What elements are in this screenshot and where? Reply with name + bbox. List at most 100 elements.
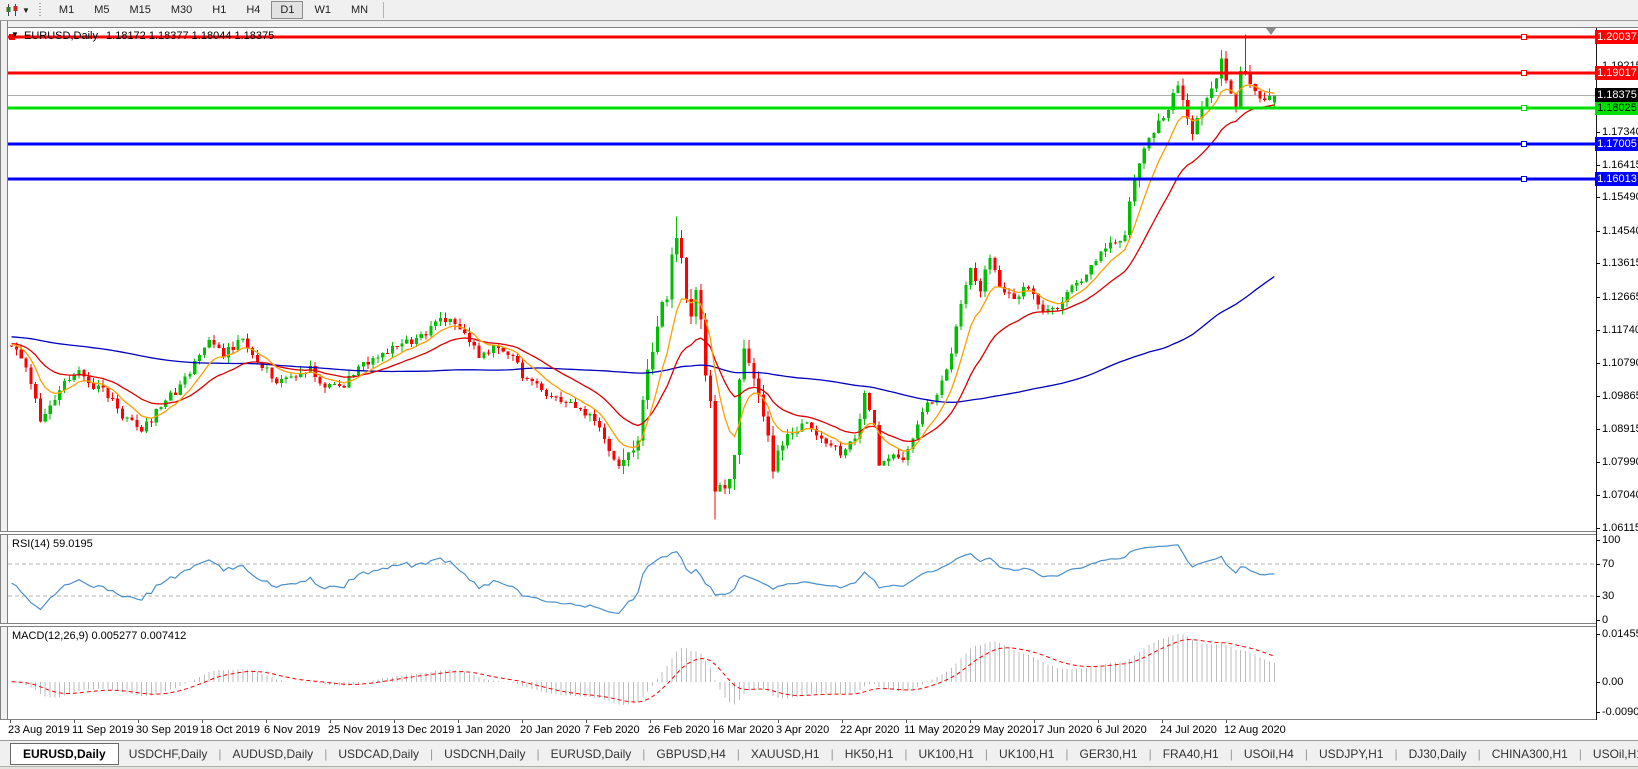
chart-tab-USOil-H4[interactable]: USOil,H4: [1243, 747, 1294, 761]
level-right-handle-1.16013[interactable]: [1521, 175, 1527, 182]
date-label-11: 16 Mar 2020: [712, 724, 774, 736]
axis-tick: [1596, 633, 1600, 635]
date-tick: [586, 720, 587, 723]
main-price-chart[interactable]: [8, 28, 1596, 531]
tab-separator: |: [984, 747, 989, 761]
date-tick: [906, 720, 907, 723]
timeframe-button-W1[interactable]: W1: [314, 4, 331, 16]
level-right-handle-1.18025[interactable]: [1521, 104, 1527, 111]
rsi-indicator-panel[interactable]: [8, 535, 1596, 623]
timeframe-button-M1[interactable]: M1: [58, 4, 75, 16]
chart-tab-AUDUSD-Daily[interactable]: AUDUSD,Daily: [232, 747, 314, 761]
chart-tab-bar: EURUSD,Daily USDCHF,Daily | AUDUSD,Daily | US…: [0, 742, 1638, 766]
date-label-8: 20 Jan 2020: [520, 724, 581, 736]
price-tick-1.08915: 1.08915: [1602, 423, 1638, 436]
axis-tick: [1596, 495, 1600, 497]
level-right-handle-1.17005[interactable]: [1521, 140, 1527, 147]
date-tick: [650, 720, 651, 723]
chart-tab-UK100-H1[interactable]: UK100,H1: [999, 747, 1055, 761]
date-label-3: 18 Oct 2019: [200, 724, 260, 736]
toolbar-separator: [383, 2, 385, 18]
chart-shift-marker-icon[interactable]: [1266, 28, 1276, 35]
date-tick: [1098, 720, 1099, 723]
level-right-handle-1.19017[interactable]: [1521, 69, 1527, 76]
chart-tab-XAUUSD-H1[interactable]: XAUUSD,H1: [750, 747, 820, 761]
date-label-1: 11 Sep 2019: [72, 724, 134, 736]
chart-top-frame: [0, 21, 1638, 28]
chart-tab-FRA40-H1[interactable]: FRA40,H1: [1162, 747, 1219, 761]
price-tick-1.09865: 1.09865: [1602, 389, 1638, 402]
date-tick: [970, 720, 971, 723]
level-price-box-1.19017: 1.19017: [1595, 65, 1638, 80]
rsi-label: RSI(14) 59.0195: [12, 538, 93, 550]
date-tick: [74, 720, 75, 723]
date-tick: [522, 720, 523, 723]
chart-tab-HK50-H1[interactable]: HK50,H1: [844, 747, 894, 761]
axis-tick: [1596, 527, 1600, 529]
toolbar-grip[interactable]: [37, 2, 43, 18]
timeframe-buttons: M1 M5 M15 M30 H1 H4 D1 W1 MN: [49, 1, 378, 19]
symbol-marker-icon: ▼: [11, 30, 19, 39]
price-tick-1.14540: 1.14540: [1602, 224, 1638, 237]
tabbar-groove: [0, 740, 1638, 742]
tab-separator: |: [904, 747, 908, 761]
timeframe-button-MN[interactable]: MN: [350, 4, 369, 16]
macd-tick--0.00900: -0.00900: [1602, 705, 1638, 718]
panel-separator[interactable]: [0, 623, 1638, 627]
candlestick-chart-icon[interactable]: [3, 2, 21, 18]
axis-tick: [1596, 564, 1600, 565]
chart-tab-UK100-H1[interactable]: UK100,H1: [918, 747, 974, 761]
chevron-down-icon[interactable]: ▼: [22, 5, 30, 15]
tab-separator: |: [218, 747, 222, 761]
level-right-handle-1.20037[interactable]: [1521, 33, 1527, 40]
timeframe-button-M15[interactable]: M15: [129, 4, 151, 16]
chart-symbol: EURUSD,Daily: [24, 30, 98, 42]
macd-histogram: [11, 633, 1275, 705]
timeframe-button-H1[interactable]: H1: [212, 4, 227, 16]
date-label-15: 29 May 2020: [968, 724, 1032, 736]
price-tick-1.10790: 1.10790: [1602, 357, 1638, 370]
timeframe-button-M30[interactable]: M30: [170, 4, 193, 16]
axis-tick: [1596, 132, 1600, 133]
chart-tab-CHINA300-H1[interactable]: CHINA300,H1: [1491, 747, 1568, 761]
timeframe-button-H4[interactable]: H4: [246, 4, 261, 16]
price-scale[interactable]: 1.192151.183151.173401.164151.154901.145…: [1595, 28, 1638, 720]
rsi-tick-70: 70: [1602, 558, 1615, 570]
chart-tab-USOil-H1[interactable]: USOil,H1: [1592, 747, 1638, 761]
chart-tab-EURUSD-Daily[interactable]: EURUSD,Daily: [10, 743, 119, 765]
date-tick: [1226, 720, 1227, 723]
date-tick: [202, 720, 203, 723]
level-left-handle-1.20037[interactable]: [9, 33, 15, 40]
timeframe-button-M5[interactable]: M5: [94, 4, 110, 16]
tab-separator: |: [736, 747, 740, 761]
panel-separator[interactable]: [0, 531, 1638, 535]
tab-separator: |: [1578, 747, 1582, 761]
axis-tick: [1596, 197, 1600, 199]
price-tick-1.15490: 1.15490: [1602, 191, 1638, 204]
timeframe-button-D1[interactable]: D1: [271, 1, 304, 19]
date-tick: [138, 720, 139, 723]
chart-tab-GBPUSD-H4[interactable]: GBPUSD,H4: [656, 747, 726, 761]
date-label-12: 3 Apr 2020: [776, 724, 830, 736]
chart-tab-USDCNH-Daily[interactable]: USDCNH,Daily: [444, 747, 526, 761]
tab-separator: |: [830, 747, 834, 761]
chart-tab-USDCAD-Daily[interactable]: USDCAD,Daily: [338, 747, 419, 761]
axis-tick: [1596, 429, 1600, 431]
chart-tab-DJ30-Daily[interactable]: DJ30,Daily: [1408, 747, 1467, 761]
chart-tab-GER30-H1[interactable]: GER30,H1: [1079, 747, 1138, 761]
date-label-7: 1 Jan 2020: [456, 724, 511, 736]
date-tick: [778, 720, 779, 723]
level-price-box-1.20037: 1.20037: [1595, 29, 1638, 44]
tab-separator: |: [536, 747, 540, 761]
current-price-box: 1.18375: [1595, 88, 1638, 103]
axis-tick: [1596, 682, 1600, 683]
level-price-box-1.17005: 1.17005: [1595, 136, 1638, 151]
bottom-strip: [0, 766, 1638, 769]
chart-tab-USDCHF-Daily[interactable]: USDCHF,Daily: [128, 747, 208, 761]
macd-indicator-panel[interactable]: [8, 627, 1596, 719]
date-axis[interactable]: 23 Aug 2019 11 Sep 2019 30 Sep 2019 18 Oct …: [0, 720, 1638, 740]
chart-tab-USDJPY-H1[interactable]: USDJPY,H1: [1318, 747, 1384, 761]
macd-tick-0.014556: 0.014556: [1602, 627, 1638, 640]
chart-tab-EURUSD-Daily[interactable]: EURUSD,Daily: [550, 747, 632, 761]
